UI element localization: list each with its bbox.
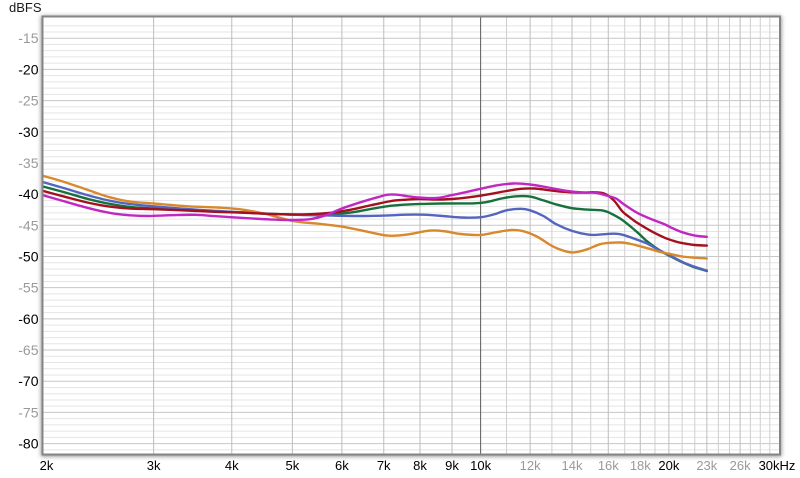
svg-text:dBFS: dBFS <box>9 0 42 15</box>
svg-text:14k: 14k <box>562 458 583 473</box>
svg-text:8k: 8k <box>413 458 427 473</box>
svg-text:-50: -50 <box>18 249 38 265</box>
svg-text:-55: -55 <box>18 280 38 296</box>
svg-text:18k: 18k <box>630 458 651 473</box>
svg-text:-70: -70 <box>18 373 38 389</box>
svg-text:12k: 12k <box>520 458 541 473</box>
svg-text:30kHz: 30kHz <box>759 458 796 473</box>
svg-text:23k: 23k <box>696 458 717 473</box>
svg-text:-35: -35 <box>18 155 38 171</box>
svg-text:6k: 6k <box>335 458 349 473</box>
svg-text:9k: 9k <box>445 458 459 473</box>
svg-text:-45: -45 <box>18 217 38 233</box>
svg-text:-65: -65 <box>18 342 38 358</box>
svg-text:-30: -30 <box>18 124 38 140</box>
svg-text:4k: 4k <box>225 458 239 473</box>
svg-text:-80: -80 <box>18 436 38 452</box>
svg-text:-15: -15 <box>18 30 38 46</box>
svg-text:-75: -75 <box>18 404 38 420</box>
svg-text:2k: 2k <box>40 458 54 473</box>
svg-text:-40: -40 <box>18 186 38 202</box>
svg-text:-20: -20 <box>18 61 38 77</box>
svg-text:-25: -25 <box>18 93 38 109</box>
svg-text:5k: 5k <box>286 458 300 473</box>
svg-text:7k: 7k <box>377 458 391 473</box>
svg-text:10k: 10k <box>470 458 491 473</box>
svg-text:20k: 20k <box>658 458 679 473</box>
svg-text:-60: -60 <box>18 311 38 327</box>
svg-text:3k: 3k <box>147 458 161 473</box>
svg-text:26k: 26k <box>730 458 751 473</box>
svg-text:16k: 16k <box>598 458 619 473</box>
